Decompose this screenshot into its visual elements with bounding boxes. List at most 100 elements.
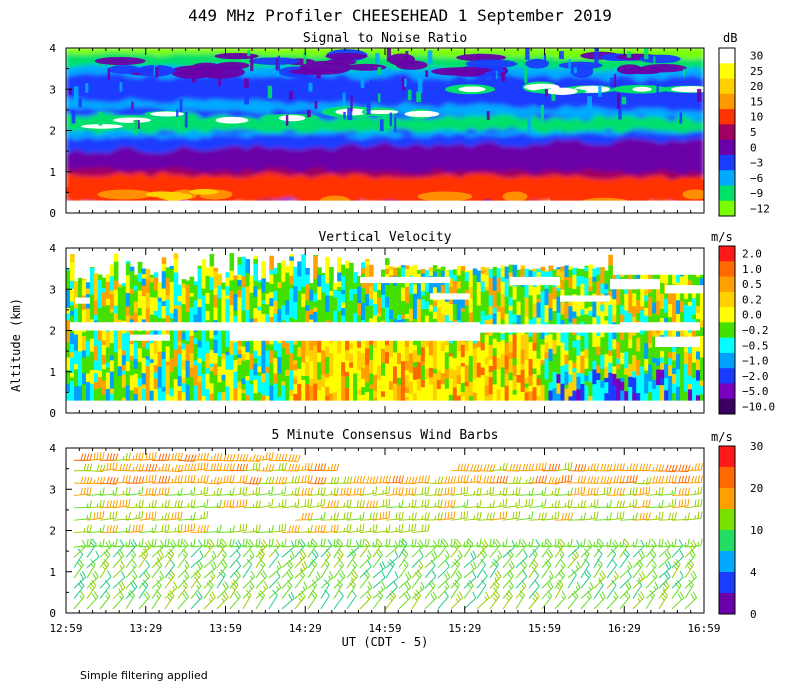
vv-cell xyxy=(388,296,394,310)
vv-cell xyxy=(345,360,350,372)
wind-barb-shaft xyxy=(281,546,295,558)
vv-cell xyxy=(101,305,107,310)
wind-barb-flag xyxy=(268,489,270,494)
wind-barb-flag xyxy=(145,488,148,496)
vv-cell xyxy=(197,375,203,383)
wind-barb-flag xyxy=(252,454,256,462)
vv-cell xyxy=(472,391,478,402)
wind-barb-flag xyxy=(437,538,440,546)
vv-cell xyxy=(480,349,486,368)
wind-barb-flag xyxy=(632,463,636,471)
vv-cell xyxy=(504,330,510,340)
vv-cell xyxy=(452,369,458,388)
vv-cell xyxy=(385,264,390,270)
vv-cell xyxy=(484,302,490,316)
wind-barb-flag xyxy=(599,593,604,600)
vv-cell xyxy=(696,305,701,313)
wind-barb-flag xyxy=(125,475,128,483)
wind-barb-flag xyxy=(515,464,519,472)
snr-streak xyxy=(694,65,697,76)
snr-patch xyxy=(326,58,357,66)
wind-barb-flag xyxy=(616,500,620,508)
snr-streak xyxy=(342,92,346,107)
wind-barb-flag xyxy=(173,581,178,589)
wind-barb-flag xyxy=(187,463,191,471)
vv-cell xyxy=(77,350,83,355)
vv-cell xyxy=(488,335,494,345)
vv-cell xyxy=(281,367,286,382)
wind-barb-flag xyxy=(89,582,95,589)
vv-cell xyxy=(412,337,418,346)
wind-barb-flag xyxy=(420,581,425,589)
wind-barb-flag xyxy=(476,487,479,495)
wind-barb-flag xyxy=(220,569,226,576)
vv-cell xyxy=(129,360,135,376)
wind-barb-flag xyxy=(421,475,424,483)
wind-barb-shaft xyxy=(606,576,619,589)
wind-barb-flag xyxy=(561,590,567,598)
wind-barb-shaft xyxy=(112,577,126,589)
wind-barb-flag xyxy=(606,515,609,520)
snr-streak xyxy=(543,53,546,66)
wind-barb-flag xyxy=(494,579,500,586)
vv-cell xyxy=(313,306,318,312)
vv-cell xyxy=(644,294,649,302)
vv-cell xyxy=(241,383,247,390)
vv-cell xyxy=(604,353,609,367)
vv-cell xyxy=(277,342,282,358)
vv-cell xyxy=(620,314,625,329)
vv-cell xyxy=(404,360,410,371)
vv-cell xyxy=(341,289,346,295)
vv-cell xyxy=(488,376,494,395)
wind-barb-flag xyxy=(343,502,346,507)
figure-title: 449 MHz Profiler CHEESEHEAD 1 September … xyxy=(188,6,612,25)
vv-cell xyxy=(644,330,649,344)
wind-barb-flag xyxy=(164,463,168,471)
wind-barb-flag xyxy=(613,488,616,496)
vv-cell xyxy=(297,346,302,357)
vv-cell xyxy=(608,264,613,275)
vv-cell xyxy=(153,303,159,311)
vv-cell xyxy=(496,323,502,342)
vv-cell xyxy=(472,347,478,366)
vv-cell xyxy=(185,340,191,345)
wind-barb-flag xyxy=(193,486,196,494)
vv-cell xyxy=(620,274,625,278)
vv-cell xyxy=(289,299,294,318)
vv-cell xyxy=(273,372,278,384)
wind-barb-shaft xyxy=(398,587,412,599)
vv-cell xyxy=(680,274,685,277)
wind-barb-flag xyxy=(369,512,372,520)
wind-barb-flag xyxy=(502,511,505,519)
wind-barb-flag xyxy=(112,490,115,495)
vv-cell xyxy=(540,377,546,385)
vv-cell xyxy=(692,289,697,299)
vv-cell xyxy=(317,299,322,318)
vv-cell xyxy=(524,315,530,328)
wind-barb-flag xyxy=(554,500,558,508)
wind-barb-flag xyxy=(437,499,440,507)
wind-barb-flag xyxy=(288,463,292,471)
wind-barb-flag xyxy=(395,512,398,520)
wind-barb-flag xyxy=(200,453,204,461)
vv-cell xyxy=(460,284,466,294)
wind-barb-flag xyxy=(662,589,668,596)
vv-cell xyxy=(652,395,657,402)
vv-cell xyxy=(201,390,207,397)
vv-cell xyxy=(313,356,318,370)
snr-patch xyxy=(189,188,219,195)
vv-cell xyxy=(480,280,486,293)
wind-barb-flag xyxy=(560,559,566,566)
wind-barb-flag xyxy=(125,515,128,520)
vv-cell xyxy=(644,300,649,308)
vv-cell xyxy=(592,300,597,318)
wind-barb-flag xyxy=(257,592,264,599)
vv-cell xyxy=(177,385,183,391)
vv-cell xyxy=(492,329,498,339)
vv-cell xyxy=(532,350,538,369)
vv-cell xyxy=(680,367,685,385)
vv-cell xyxy=(516,362,522,375)
vv-cell xyxy=(85,355,91,374)
wind-barb-flag xyxy=(246,558,253,565)
wind-barb-flag xyxy=(437,487,440,495)
